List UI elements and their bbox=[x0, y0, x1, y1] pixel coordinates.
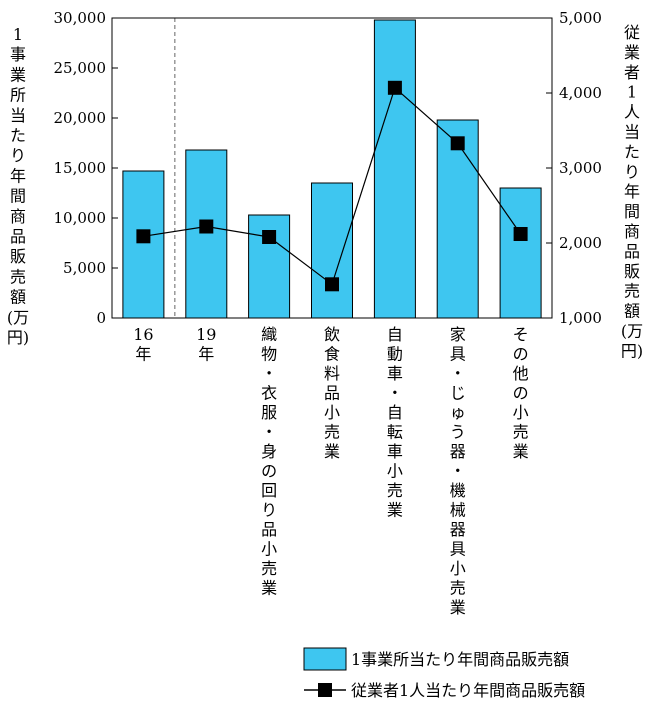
x-category-label: 19 年 bbox=[196, 325, 216, 364]
y-left-axis-label: 1 事業所当たり年間商品販売額(万円) bbox=[7, 25, 29, 347]
y-left-tick-label: 0 bbox=[96, 309, 106, 327]
line-point bbox=[387, 80, 402, 95]
bar bbox=[436, 119, 479, 319]
y-left-tick-label: 30,000 bbox=[54, 9, 107, 27]
y-right-tick-label: 1,000 bbox=[559, 309, 602, 327]
line-points bbox=[136, 80, 528, 292]
y-left-tick-label: 5,000 bbox=[63, 259, 106, 277]
legend-label-line: 従業者1人当たり年間商品販売額 bbox=[351, 681, 585, 700]
x-category-label: その他の小売業 bbox=[513, 325, 529, 461]
y-left-tick-label: 10,000 bbox=[54, 209, 107, 227]
bar-series bbox=[122, 19, 542, 319]
line-point bbox=[199, 219, 214, 234]
line-point bbox=[513, 227, 528, 241]
legend-swatch-marker bbox=[318, 683, 332, 697]
y-right-axis-label: 従業者 1 人当たり年間商品販売額(万円) bbox=[621, 23, 643, 360]
y-right-ticks: 1,000 2,000 3,000 4,000 5,000 bbox=[546, 9, 602, 327]
line-point bbox=[450, 136, 465, 151]
bar bbox=[311, 182, 353, 319]
bar bbox=[185, 149, 228, 319]
y-right-tick-label: 2,000 bbox=[559, 234, 602, 252]
y-left-ticks: 0 5,000 10,000 15,000 20,000 25,000 30,000 bbox=[54, 9, 118, 327]
y-right-tick-label: 4,000 bbox=[559, 84, 602, 102]
x-category-labels: 16 年 19 年 織物・衣服・身の回り品小売業 飲食料品小売業 自動車・自転車小売業 家具・… bbox=[133, 325, 528, 617]
x-category-label: 飲食料品小売業 bbox=[324, 325, 340, 461]
bar bbox=[122, 170, 165, 319]
bar bbox=[373, 19, 416, 319]
y-left-tick-label: 15,000 bbox=[54, 159, 107, 177]
line-point bbox=[325, 277, 339, 292]
y-right-tick-label: 3,000 bbox=[559, 159, 602, 177]
legend-label-bar: 1事業所当たり年間商品販売額 bbox=[351, 650, 569, 669]
y-right-tick-label: 5,000 bbox=[559, 9, 602, 27]
x-category-label: 家具・じゅう器・機械器具小売業 bbox=[450, 325, 466, 617]
line-point bbox=[136, 229, 151, 244]
y-left-tick-label: 20,000 bbox=[54, 109, 107, 127]
x-category-label: 織物・衣服・身の回り品小売業 bbox=[261, 325, 277, 598]
line-point bbox=[262, 230, 277, 244]
legend-swatch-bar bbox=[303, 647, 347, 671]
x-category-label: 16 年 bbox=[133, 325, 153, 364]
x-category-label: 自動車・自転車小売業 bbox=[387, 325, 403, 520]
y-left-tick-label: 25,000 bbox=[54, 59, 107, 77]
bar bbox=[499, 187, 542, 319]
